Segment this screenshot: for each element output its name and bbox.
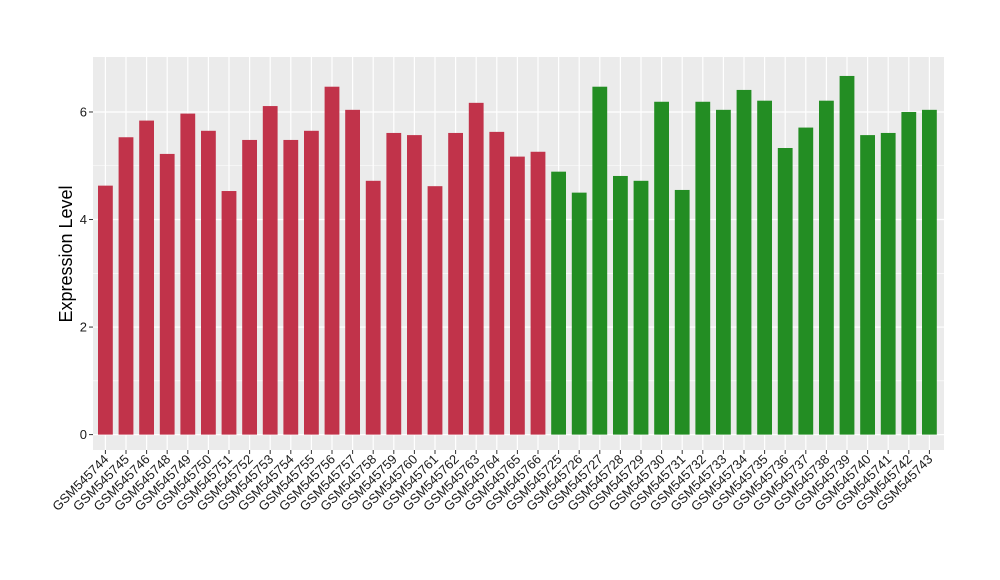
bar [345,109,360,435]
bar [613,175,628,435]
bar [221,191,237,435]
bar [674,189,690,435]
bar [736,89,752,435]
bar [242,139,257,435]
bar [365,180,381,435]
bar [839,75,855,435]
bar [118,137,134,435]
bar [592,86,608,435]
y-axis-title: Expression Level [56,185,76,322]
bar [716,109,731,435]
bar [695,101,711,435]
bar [304,130,319,435]
y-tick-label: 4 [80,212,87,227]
y-tick-label: 6 [80,104,87,119]
bar [98,185,113,435]
y-tick-label: 0 [80,427,87,442]
bar [201,130,216,435]
bar [860,135,875,435]
bar [551,171,566,435]
bar [489,131,505,435]
bar [139,120,154,435]
bar [427,186,443,435]
bar [510,156,525,435]
bar [633,180,649,435]
bar [798,127,814,435]
bars [98,75,937,435]
bar [324,86,340,435]
bar [530,151,546,435]
bar [571,192,587,435]
bar [448,132,463,435]
bar [159,153,175,435]
bar [468,102,484,435]
y-axis: 0 2 4 6 [80,104,93,442]
bar [757,100,772,435]
bar [407,135,422,435]
bar [901,111,917,435]
bar [922,109,937,435]
bar [654,101,669,435]
bar [880,132,896,435]
y-tick-label: 2 [80,320,87,335]
bar [283,139,299,435]
bar [180,113,196,435]
bar [262,106,278,435]
bar [819,100,834,435]
bar [777,148,793,435]
bar [386,132,402,435]
x-axis: GSM545744GSM545745GSM545746GSM545748GSM5… [49,450,936,514]
